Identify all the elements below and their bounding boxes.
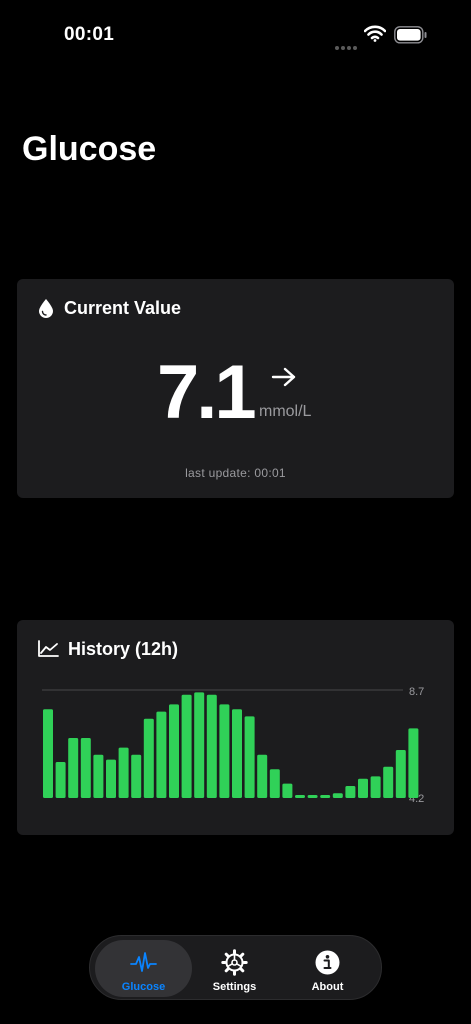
tab-label-about: About <box>311 981 344 993</box>
history-bar <box>345 786 356 798</box>
history-bar <box>370 776 381 798</box>
tab-bar: Glucose Settings About <box>89 935 382 1000</box>
tab-about[interactable]: About <box>279 940 376 997</box>
history-title: History (12h) <box>68 638 179 659</box>
history-bar <box>307 795 318 798</box>
wifi-icon <box>364 25 386 42</box>
history-header: History (12h) <box>37 638 178 660</box>
waveform-icon <box>130 952 157 972</box>
history-bar <box>93 754 104 798</box>
history-bar <box>43 709 53 798</box>
history-bar <box>219 704 230 798</box>
history-bar <box>395 750 406 798</box>
battery-icon <box>394 26 427 44</box>
drop-icon <box>39 299 53 318</box>
history-bar <box>244 716 255 798</box>
history-bar <box>358 778 368 798</box>
history-bar <box>181 694 192 798</box>
history-bar <box>118 747 129 798</box>
history-bar <box>295 795 305 798</box>
history-bar <box>106 759 116 798</box>
history-bar <box>194 692 205 798</box>
tab-glucose[interactable]: Glucose <box>95 940 192 997</box>
history-card: History (12h) 8.7 4.2 <box>17 620 454 835</box>
tab-label-glucose: Glucose <box>121 981 166 993</box>
glucose-value: 7.1 <box>157 350 257 435</box>
history-bar <box>269 769 280 798</box>
history-bar <box>320 795 331 798</box>
gear-icon <box>221 949 248 976</box>
history-bar <box>408 728 419 798</box>
glucose-unit: mmol/L <box>259 403 312 420</box>
y-tick-label-max: 8.7 <box>409 686 424 698</box>
status-time: 00:01 <box>64 24 115 45</box>
cellular-signal-icon <box>335 37 359 55</box>
last-update-text: last update: 00:01 <box>185 466 286 480</box>
history-chart: 8.7 4.2 <box>42 686 424 805</box>
tab-settings[interactable]: Settings <box>186 940 283 997</box>
current-value-card: Current Value 7.1 mmol/L last update: 00… <box>17 279 454 498</box>
line-chart-icon <box>38 640 59 657</box>
info-icon <box>315 950 340 975</box>
history-bar <box>282 783 293 798</box>
history-bar <box>332 793 343 798</box>
history-bar <box>68 738 79 798</box>
history-bar <box>169 704 179 798</box>
page-title: Glucose <box>22 130 157 168</box>
history-bar <box>232 709 242 798</box>
history-bar <box>131 754 142 798</box>
history-bar <box>156 711 167 798</box>
current-value-title: Current Value <box>64 297 182 318</box>
status-bar: 00:01 <box>0 0 471 70</box>
history-bar <box>383 766 394 798</box>
history-bar <box>206 694 217 798</box>
history-bar <box>257 754 268 798</box>
history-bar <box>55 762 66 798</box>
current-value-header: Current Value <box>37 297 181 319</box>
arrow-right-icon <box>271 367 296 387</box>
history-bar <box>143 718 154 798</box>
tab-label-settings: Settings <box>212 981 257 993</box>
history-bar <box>80 738 91 798</box>
